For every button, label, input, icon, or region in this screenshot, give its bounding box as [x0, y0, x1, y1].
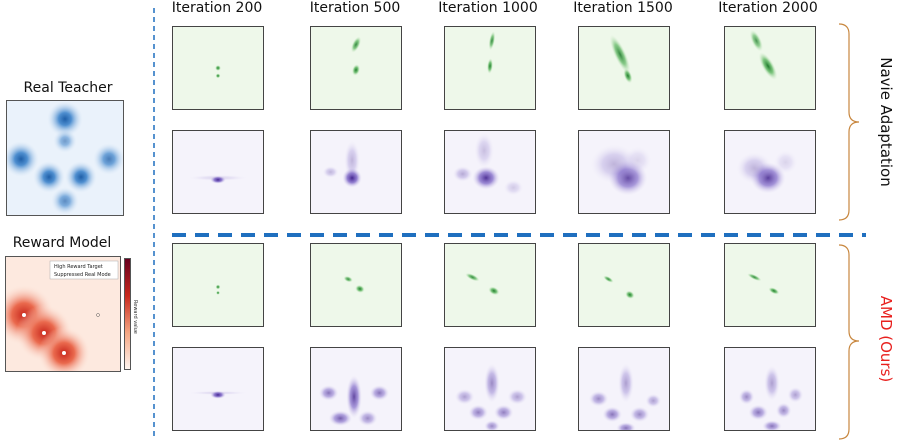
density-blob [747, 273, 762, 282]
density-plot-row2-col2 [310, 130, 402, 214]
density-blob [484, 363, 500, 403]
density-blob [588, 390, 609, 407]
density-blob [493, 404, 514, 421]
density-blob [787, 387, 804, 403]
column-header-2: Iteration 500 [309, 0, 401, 16]
real-teacher-plot [3, 100, 125, 216]
density-blob [215, 65, 221, 71]
density-blob [215, 73, 221, 79]
colorbar-label: Reward value [132, 300, 138, 334]
density-plot-row1-col5 [724, 26, 816, 110]
density-plot-row2-col3 [444, 130, 536, 214]
density-blob [357, 410, 378, 427]
density-blob [465, 272, 480, 282]
density-blob [738, 389, 755, 405]
density-blob [616, 422, 636, 430]
density-blob [603, 275, 614, 283]
density-blob [758, 52, 778, 80]
density-blob [351, 64, 361, 76]
density-blob [488, 286, 500, 296]
density-plot-row4-col2 [310, 347, 402, 431]
density-plot-row3-col4 [578, 243, 670, 327]
density-blob [625, 290, 635, 299]
density-plot-row3-col1 [172, 243, 264, 327]
density-blob [609, 34, 631, 74]
density-blob [623, 68, 633, 84]
column-header-1: Iteration 200 [171, 0, 263, 16]
density-blob [454, 389, 475, 405]
horizontal-divider [172, 233, 866, 237]
density-plot-row1-col2 [310, 26, 402, 110]
density-blob [346, 375, 362, 419]
density-blob [488, 31, 496, 51]
density-blob [343, 275, 353, 283]
density-plot-row4-col5 [724, 347, 816, 431]
density-blob [618, 363, 634, 403]
density-blob [775, 402, 792, 419]
density-blob [188, 174, 248, 181]
density-blob [344, 140, 360, 180]
density-blob [764, 365, 780, 401]
density-plot-row3-col5 [724, 243, 816, 327]
density-blob [468, 404, 489, 421]
density-blob [484, 420, 500, 430]
density-plot-row3-col3 [444, 243, 536, 327]
reward-colorbar [124, 258, 131, 370]
density-blob [322, 166, 339, 178]
brace-bottom [838, 244, 860, 440]
column-header-4: Iteration 1500 [573, 0, 673, 16]
density-blob [503, 179, 524, 196]
density-blob [768, 287, 780, 295]
column-header-5: Iteration 2000 [718, 0, 818, 16]
density-plot-row4-col3 [444, 347, 536, 431]
density-blob [188, 390, 248, 395]
vertical-divider [153, 8, 155, 440]
density-blob [318, 385, 339, 401]
density-blob [602, 406, 623, 423]
density-plot-row1-col3 [444, 26, 536, 110]
density-plot-row2-col4 [578, 130, 670, 214]
density-blob [472, 166, 500, 190]
density-plot-row4-col1 [172, 347, 264, 431]
density-blob [215, 284, 221, 290]
density-blob [645, 393, 662, 408]
density-blob [749, 29, 763, 52]
section-label-naive: Navie Adaptation [877, 57, 895, 187]
section-label-amd: AMD (Ours) [877, 295, 895, 383]
density-blob [350, 36, 362, 53]
density-plot-row3-col2 [310, 243, 402, 327]
density-plot-row1-col4 [578, 26, 670, 110]
column-header-3: Iteration 1000 [438, 0, 538, 16]
density-plot-row2-col1 [172, 130, 264, 214]
brace-top [838, 23, 860, 221]
density-blob [762, 420, 782, 430]
legend-high-reward-target: High Reward Target [54, 264, 103, 270]
density-plot-row2-col5 [724, 130, 816, 214]
density-blob [452, 166, 473, 182]
density-blob [507, 389, 528, 405]
density-plot-row4-col4 [578, 347, 670, 431]
density-blob [487, 58, 493, 74]
reward-model-title: Reward Model [12, 235, 112, 251]
real-teacher-title: Real Teacher [23, 80, 113, 96]
density-blob [748, 404, 769, 421]
legend-suppressed-real-mode: Suppressed Real Mode [54, 272, 111, 278]
density-blob [216, 290, 220, 295]
density-blob [773, 150, 798, 174]
density-plot-row1-col1 [172, 26, 264, 110]
density-blob [355, 284, 365, 293]
density-blob [474, 132, 494, 169]
density-blob [629, 406, 650, 423]
reward-model-plot: High Reward Target Suppressed Real Mode [0, 256, 121, 379]
density-blob [369, 385, 390, 401]
density-blob [624, 146, 652, 174]
density-blob [328, 410, 353, 427]
density-blob [736, 152, 772, 184]
